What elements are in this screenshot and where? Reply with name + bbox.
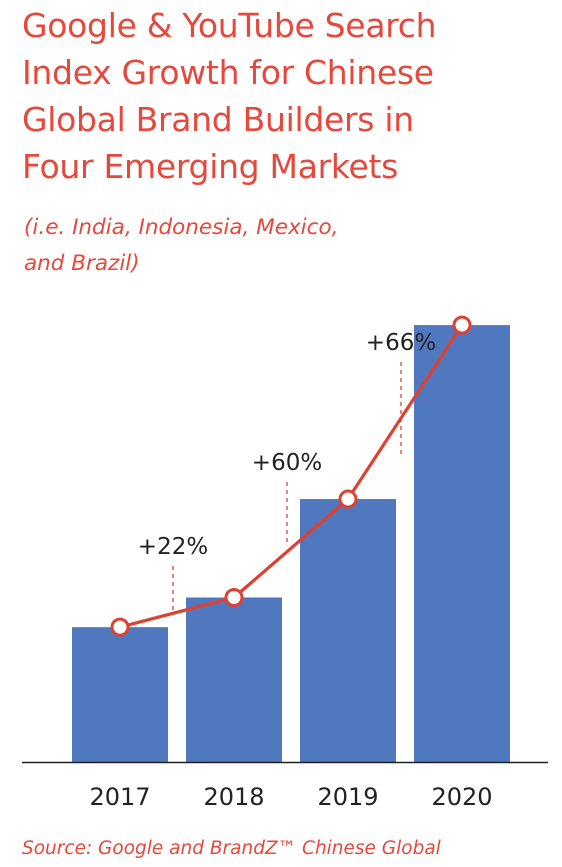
chart-subtitle: (i.e. India, Indonesia, Mexico, and Braz…: [24, 210, 544, 282]
growth-label-2019: +60%: [252, 450, 322, 476]
title-line-1: Google & YouTube Search: [22, 6, 437, 45]
bar-2020: [414, 325, 510, 762]
subtitle-line-1: (i.e. India, Indonesia, Mexico,: [24, 215, 339, 240]
chart-title: Google & YouTube Search Index Growth for…: [22, 2, 552, 190]
title-line-2: Index Growth for Chinese: [22, 53, 434, 92]
x-tick-label-2019: 2019: [317, 783, 378, 811]
x-tick-label-2017: 2017: [89, 783, 150, 811]
title-line-4: Four Emerging Markets: [22, 147, 399, 186]
x-tick-label-2018: 2018: [203, 783, 264, 811]
subtitle-line-2: and Brazil): [24, 251, 140, 276]
bar-2018: [186, 597, 282, 762]
growth-label-2018: +22%: [138, 534, 208, 560]
bar-2017: [72, 627, 168, 762]
trend-point-2019: [338, 489, 358, 509]
trend-line: [119, 324, 464, 629]
title-line-3: Global Brand Builders in: [22, 100, 414, 139]
trend-point-2017: [110, 617, 130, 637]
bar-chart: 2017 2018 2019 2020 +22% +60% +66%: [22, 315, 548, 811]
bar-2019: [300, 499, 396, 762]
growth-label-2020: +66%: [366, 330, 436, 356]
trend-point-2020: [452, 315, 472, 335]
source-note: Source: Google and BrandZ™ Chinese Globa…: [22, 838, 441, 859]
x-tick-label-2020: 2020: [431, 783, 492, 811]
trend-point-2018: [224, 587, 244, 607]
